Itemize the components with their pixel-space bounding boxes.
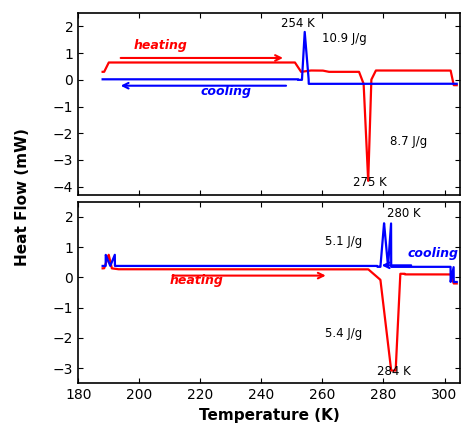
X-axis label: Temperature (K): Temperature (K) (199, 408, 339, 423)
Text: Heat Flow (mW): Heat Flow (mW) (15, 128, 30, 266)
Text: heating: heating (133, 39, 187, 52)
Text: 275 K: 275 K (353, 176, 387, 189)
Text: cooling: cooling (201, 85, 251, 98)
Text: 280 K: 280 K (386, 208, 420, 220)
Text: 254 K: 254 K (281, 18, 315, 30)
Text: heating: heating (170, 274, 224, 287)
Text: 5.4 J/g: 5.4 J/g (326, 327, 363, 340)
Text: 8.7 J/g: 8.7 J/g (390, 135, 427, 148)
Text: 5.1 J/g: 5.1 J/g (326, 235, 363, 247)
Text: cooling: cooling (408, 247, 459, 260)
Text: 10.9 J/g: 10.9 J/g (322, 32, 367, 45)
Text: 284 K: 284 K (377, 365, 411, 378)
